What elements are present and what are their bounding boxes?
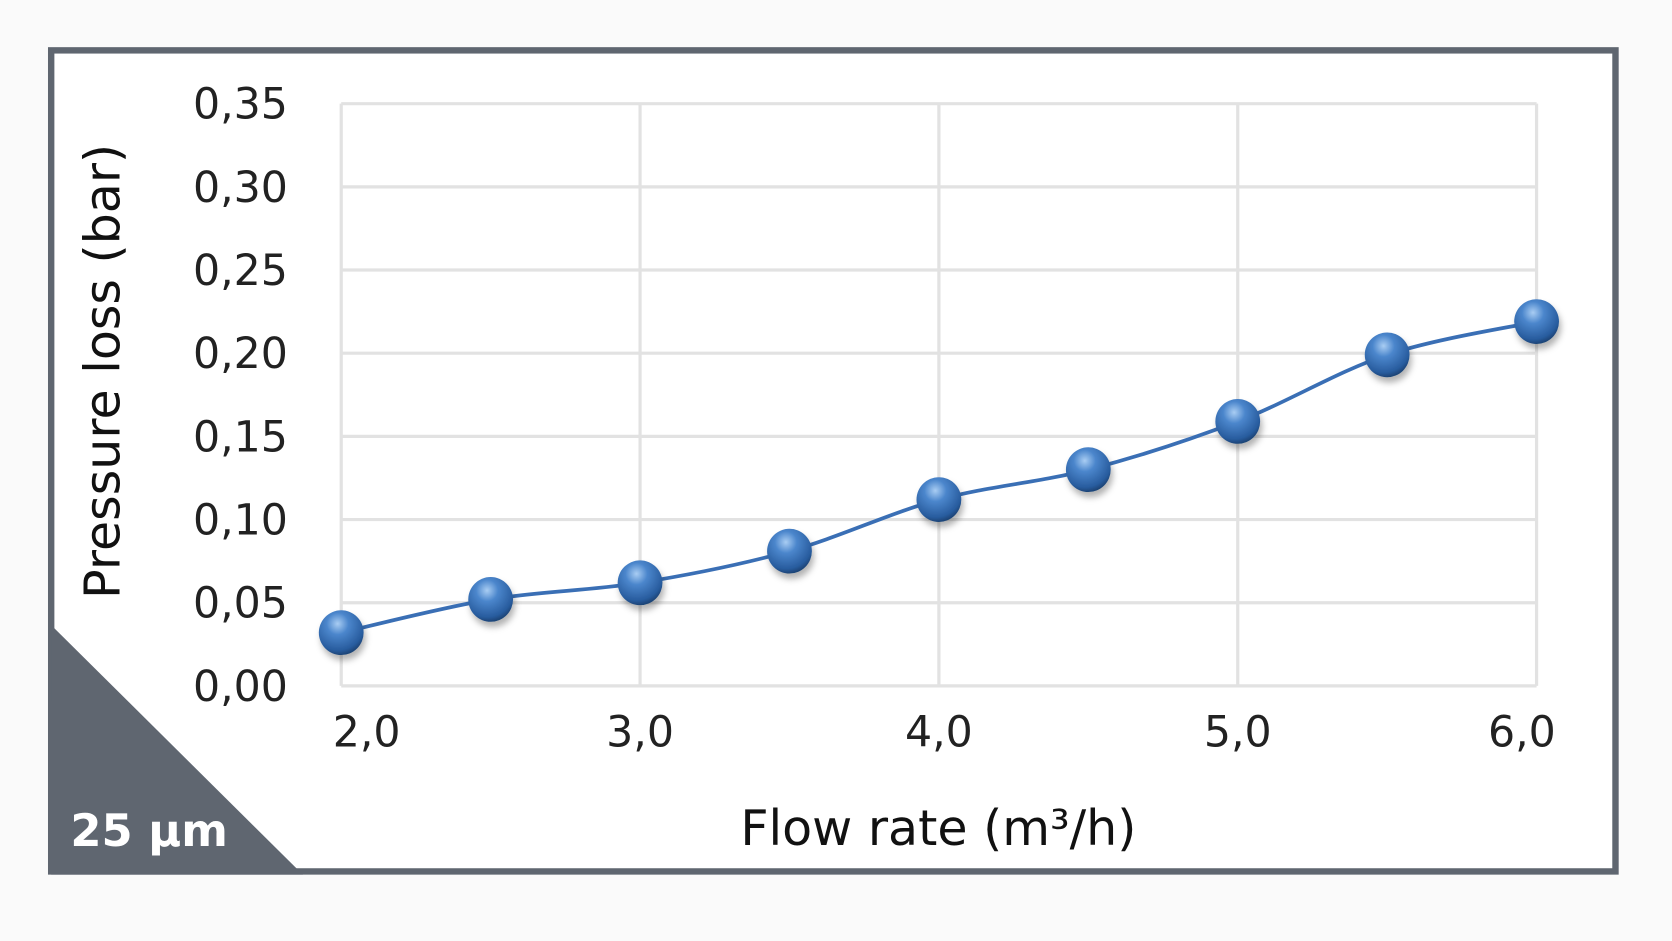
grid	[339, 102, 1539, 688]
x-tick-labels: 2,0 3,0 4,0 5,0 6,0	[333, 708, 1556, 758]
data-point	[468, 577, 514, 622]
y-tick-label: 0,20	[193, 329, 288, 379]
x-tick-label: 2,0	[333, 708, 401, 758]
data-point	[1514, 299, 1559, 344]
badge-label: 25 µm	[70, 804, 227, 857]
badge-triangle	[51, 625, 303, 875]
data-point	[767, 528, 812, 574]
y-tick-label: 0,05	[193, 579, 288, 629]
data-point	[1215, 399, 1261, 444]
data-points	[318, 299, 1559, 656]
x-tick-label: 6,0	[1488, 708, 1556, 758]
data-point	[1065, 447, 1111, 493]
y-tick-label: 0,25	[193, 246, 288, 296]
y-axis-label: Pressure loss (bar)	[73, 144, 131, 599]
y-tick-label: 0,15	[193, 412, 288, 462]
x-tick-label: 4,0	[905, 708, 973, 758]
data-point	[318, 610, 364, 656]
data-point	[617, 560, 663, 606]
data-point	[1364, 332, 1410, 378]
y-tick-label: 0,35	[193, 80, 288, 130]
y-tick-labels: 0,00 0,05 0,10 0,15 0,20 0,25 0,30 0,35	[193, 80, 288, 712]
y-tick-label: 0,30	[193, 163, 288, 213]
x-tick-label: 3,0	[606, 708, 674, 758]
x-axis-label: Flow rate (m³/h)	[740, 799, 1136, 857]
y-tick-label: 0,00	[193, 662, 288, 712]
x-tick-label: 5,0	[1204, 708, 1272, 758]
y-tick-label: 0,10	[193, 495, 288, 545]
data-point	[916, 477, 962, 522]
